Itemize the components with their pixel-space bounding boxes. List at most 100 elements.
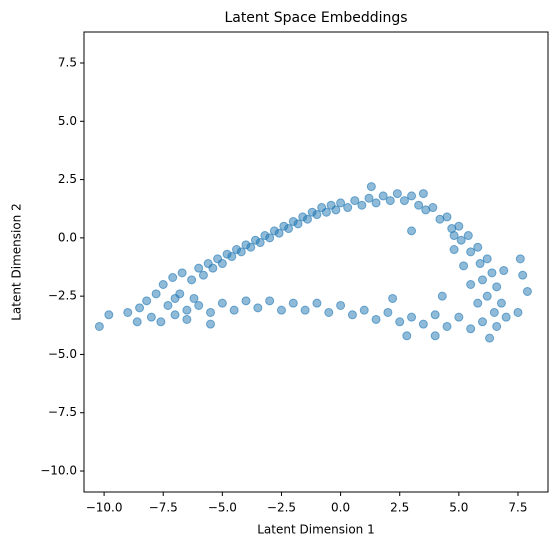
point xyxy=(246,242,256,252)
point xyxy=(336,198,346,208)
point xyxy=(485,333,495,343)
point xyxy=(343,203,353,213)
point xyxy=(253,303,263,313)
point xyxy=(492,321,502,331)
point xyxy=(407,191,417,201)
point xyxy=(189,293,199,303)
point xyxy=(442,321,452,331)
point xyxy=(475,259,485,269)
point xyxy=(182,305,192,315)
point xyxy=(466,247,476,257)
point xyxy=(187,275,197,285)
x-tick-label: −2.5 xyxy=(267,501,296,515)
point xyxy=(300,305,310,315)
point xyxy=(312,210,322,220)
point xyxy=(371,198,381,208)
point xyxy=(198,270,208,280)
point xyxy=(501,312,511,322)
point xyxy=(518,270,528,280)
point xyxy=(135,303,145,313)
point xyxy=(456,235,466,245)
plot-frame xyxy=(83,31,549,493)
point xyxy=(236,247,246,257)
point xyxy=(170,293,180,303)
x-tick-label: −5.0 xyxy=(208,501,237,515)
point xyxy=(515,254,525,264)
point xyxy=(454,312,464,322)
point xyxy=(388,293,398,303)
point xyxy=(229,305,239,315)
point xyxy=(142,296,152,306)
point xyxy=(487,268,497,278)
y-tick-label: 2.5 xyxy=(58,172,77,186)
point xyxy=(206,319,216,329)
point xyxy=(194,263,204,273)
y-tick-label: 5.0 xyxy=(58,114,77,128)
y-tick-label: −10.0 xyxy=(40,464,77,478)
point xyxy=(170,310,180,320)
point xyxy=(276,305,286,315)
point xyxy=(359,305,369,315)
x-tick-label: 0.0 xyxy=(331,501,350,515)
point xyxy=(402,331,412,341)
point xyxy=(312,298,322,308)
point xyxy=(489,307,499,317)
point xyxy=(477,317,487,327)
point xyxy=(459,261,469,271)
point xyxy=(182,314,192,324)
x-tick-label: 2.5 xyxy=(390,501,409,515)
point xyxy=(364,193,374,203)
point xyxy=(482,254,492,264)
point xyxy=(473,242,483,252)
point xyxy=(241,296,251,306)
point xyxy=(378,191,388,201)
y-tick-label: −7.5 xyxy=(48,405,77,419)
point xyxy=(496,298,506,308)
point xyxy=(123,307,133,317)
point xyxy=(492,282,502,292)
point xyxy=(477,275,487,285)
point xyxy=(208,263,218,273)
point xyxy=(336,300,346,310)
y-tick-label: 7.5 xyxy=(58,56,77,70)
point xyxy=(331,205,341,215)
point xyxy=(104,310,114,320)
point xyxy=(158,279,168,289)
point xyxy=(357,200,367,210)
point xyxy=(513,307,523,317)
point xyxy=(442,212,452,222)
x-tick-label: 7.5 xyxy=(508,501,527,515)
point xyxy=(399,196,409,206)
point xyxy=(473,298,483,308)
point xyxy=(454,221,464,231)
point xyxy=(194,300,204,310)
point xyxy=(428,203,438,213)
point xyxy=(395,317,405,327)
point xyxy=(227,252,237,262)
point xyxy=(482,291,492,301)
point xyxy=(466,324,476,334)
point xyxy=(284,224,294,234)
point xyxy=(288,298,298,308)
y-tick-label: 0.0 xyxy=(58,230,77,244)
y-tick-label: −2.5 xyxy=(48,289,77,303)
chart-title: Latent Space Embeddings xyxy=(224,10,407,26)
x-tick-label: −7.5 xyxy=(149,501,178,515)
point xyxy=(217,259,227,269)
point xyxy=(430,331,440,341)
x-axis-label: Latent Dimension 1 xyxy=(257,523,375,537)
point xyxy=(265,233,275,243)
point xyxy=(350,196,360,206)
point xyxy=(217,298,227,308)
point xyxy=(383,307,393,317)
point xyxy=(407,312,417,322)
point xyxy=(146,312,156,322)
point xyxy=(206,307,216,317)
point xyxy=(347,310,357,320)
point xyxy=(371,314,381,324)
point xyxy=(324,307,334,317)
point xyxy=(151,289,161,299)
point xyxy=(132,317,142,327)
point xyxy=(168,273,178,283)
y-tick-label: −5.0 xyxy=(48,347,77,361)
